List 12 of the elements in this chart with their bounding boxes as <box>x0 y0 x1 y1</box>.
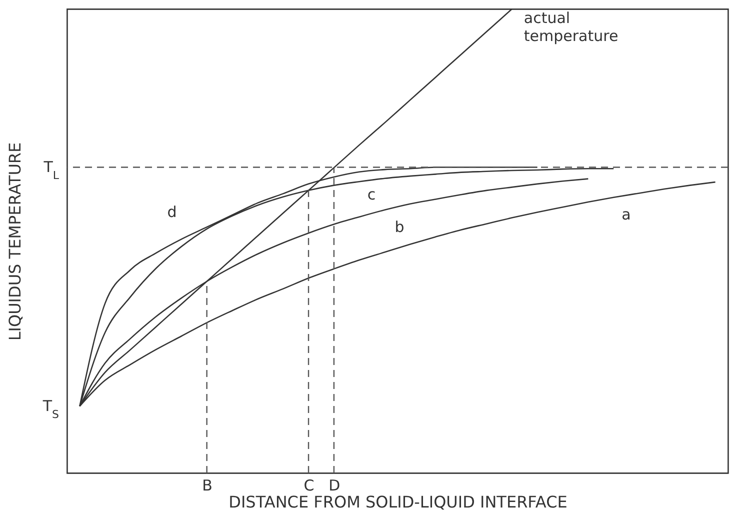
series-label: a <box>622 205 631 224</box>
x-tick-label: B <box>202 476 212 494</box>
series-label: b <box>394 218 404 236</box>
series-label: c <box>367 186 376 204</box>
series-label: d <box>167 203 177 222</box>
text: T$_{S}$ <box>42 397 60 421</box>
x-axis-title: DISTANCE FROM SOLID-LIQUID INTERFACE <box>228 492 568 512</box>
y-axis-title: LIQUIDUS TEMPERATURE <box>6 142 24 341</box>
x-tick-label: D <box>328 476 340 494</box>
x-tick-label: C <box>304 476 314 494</box>
series-label: actual temperature <box>524 9 618 45</box>
ref-line-label: T$_{L}$ <box>42 158 60 182</box>
